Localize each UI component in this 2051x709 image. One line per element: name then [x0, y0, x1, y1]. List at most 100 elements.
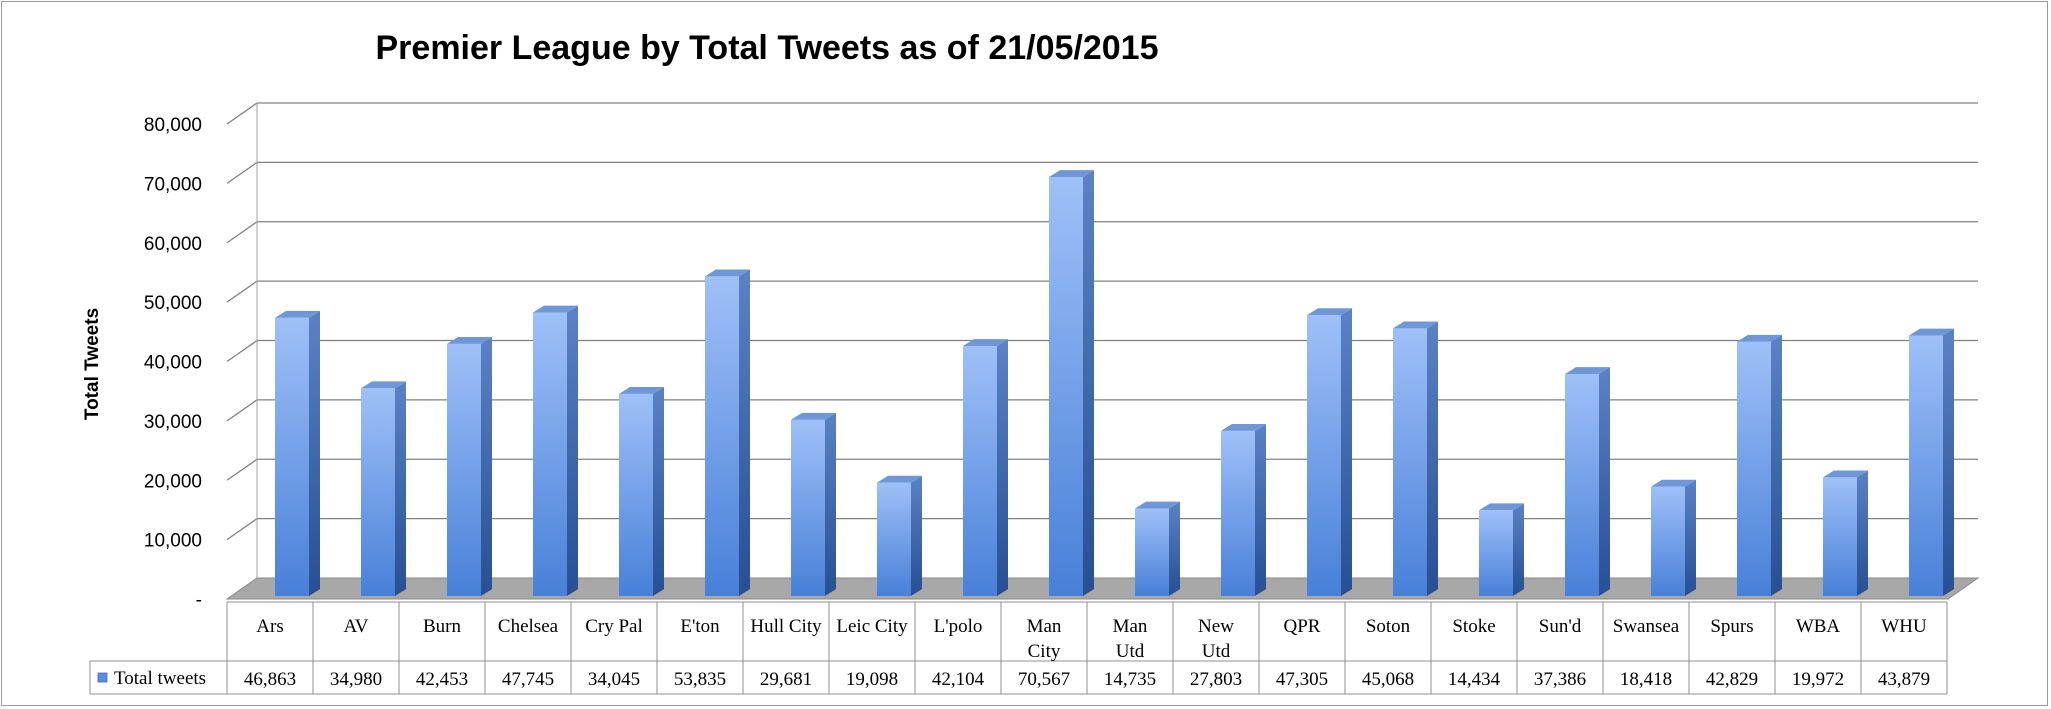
- gridline-depth: [226, 399, 258, 422]
- bar-top: [275, 310, 320, 318]
- bar-group: [1135, 501, 1180, 596]
- data-label: 43,879: [1878, 669, 1930, 690]
- bar-top: [1565, 367, 1610, 375]
- bar-side: [825, 412, 836, 596]
- data-label: 45,068: [1362, 669, 1414, 690]
- bar-side: [1685, 479, 1696, 596]
- bar-top: [619, 386, 664, 394]
- bar-group: [1909, 328, 1954, 596]
- bar: [791, 419, 825, 596]
- bar-top: [1393, 321, 1438, 329]
- data-label: 70,567: [1018, 669, 1070, 690]
- category-label: Chelsea: [498, 616, 559, 637]
- data-label: 14,434: [1448, 669, 1501, 690]
- y-tick-label: 30,000: [144, 412, 202, 433]
- data-label: 42,104: [932, 669, 985, 690]
- y-tick-label: 70,000: [144, 174, 202, 195]
- category-label: AV: [344, 616, 369, 637]
- bar: [1221, 430, 1255, 596]
- bar-group: [1565, 367, 1610, 596]
- legend-key: [97, 672, 108, 683]
- bar-top: [877, 475, 922, 483]
- bar-top: [447, 337, 492, 344]
- data-label: 34,045: [588, 669, 640, 690]
- bar-group: [1049, 170, 1094, 597]
- bar-group: [1479, 503, 1524, 596]
- data-label: 53,835: [674, 669, 726, 690]
- bar-group: [1393, 321, 1438, 596]
- bar-side: [309, 310, 320, 596]
- bar-top: [1909, 328, 1954, 336]
- category-label: Spurs: [1710, 616, 1753, 637]
- bar: [1135, 508, 1169, 596]
- bar: [1651, 486, 1685, 596]
- y-tick-label: 80,000: [144, 115, 202, 136]
- data-label: 19,098: [846, 669, 898, 690]
- bar-top: [533, 305, 578, 313]
- bar-group: [1737, 334, 1782, 596]
- chart-title: Premier League by Total Tweets as of 21/…: [376, 29, 1159, 67]
- floor-surface: [225, 577, 1980, 600]
- bar-top: [1823, 470, 1868, 478]
- bar: [1909, 335, 1943, 596]
- bar-side: [1169, 501, 1180, 596]
- category-label: Stoke: [1452, 616, 1495, 637]
- chart-floor: [225, 577, 1980, 600]
- data-label: 14,735: [1104, 669, 1156, 690]
- category-label: WHU: [1881, 616, 1927, 637]
- bar-side: [567, 305, 578, 596]
- bar-group: [361, 381, 406, 596]
- bar-side: [1857, 470, 1868, 596]
- gridline-depth: [226, 161, 258, 184]
- bar-group: [877, 475, 922, 596]
- bar: [1479, 510, 1513, 596]
- bar: [1823, 477, 1857, 596]
- y-tick-label: -: [196, 590, 202, 611]
- bar-top: [1651, 479, 1696, 487]
- category-label: Hull City: [750, 616, 822, 637]
- category-label: Sun'd: [1539, 616, 1582, 637]
- bar: [447, 343, 481, 596]
- bar-top: [1221, 424, 1266, 431]
- bar: [361, 388, 395, 596]
- data-label: 42,453: [416, 669, 468, 690]
- data-label: 18,418: [1620, 669, 1672, 690]
- y-tick-label: 20,000: [144, 471, 202, 492]
- category-label: Cry Pal: [585, 616, 643, 637]
- bar-group: [533, 305, 578, 596]
- bar-group: [1221, 424, 1266, 596]
- gridline-depth: [226, 339, 258, 363]
- bar-side: [739, 269, 750, 596]
- bar: [963, 346, 997, 596]
- bar-side: [1599, 367, 1610, 596]
- data-label: 34,980: [330, 669, 382, 690]
- bar-group: [1651, 479, 1696, 596]
- bar-side: [1513, 503, 1524, 596]
- category-label: E'ton: [680, 616, 720, 637]
- bar-group: [705, 269, 750, 596]
- y-tick-label: 40,000: [144, 353, 202, 374]
- category-label: Soton: [1366, 616, 1411, 637]
- bar-side: [1943, 328, 1954, 596]
- bar: [275, 317, 309, 596]
- bar-side: [1255, 424, 1266, 596]
- bar-top: [791, 412, 836, 420]
- category-label: City: [1028, 641, 1061, 662]
- bar-side: [997, 339, 1008, 596]
- bar-side: [1083, 170, 1094, 597]
- bar: [1049, 177, 1083, 597]
- category-label: Utd: [1116, 641, 1145, 662]
- category-label: QPR: [1284, 616, 1321, 637]
- category-label: Man: [1027, 616, 1062, 637]
- bar-side: [1771, 334, 1782, 596]
- bar-side: [481, 337, 492, 596]
- bar-top: [963, 339, 1008, 347]
- bar: [705, 276, 739, 596]
- bar-side: [395, 381, 406, 596]
- category-label: Leic City: [836, 616, 908, 637]
- bars: [275, 170, 1954, 597]
- bar-group: [963, 339, 1008, 596]
- bar-top: [705, 269, 750, 277]
- bar: [1393, 328, 1427, 596]
